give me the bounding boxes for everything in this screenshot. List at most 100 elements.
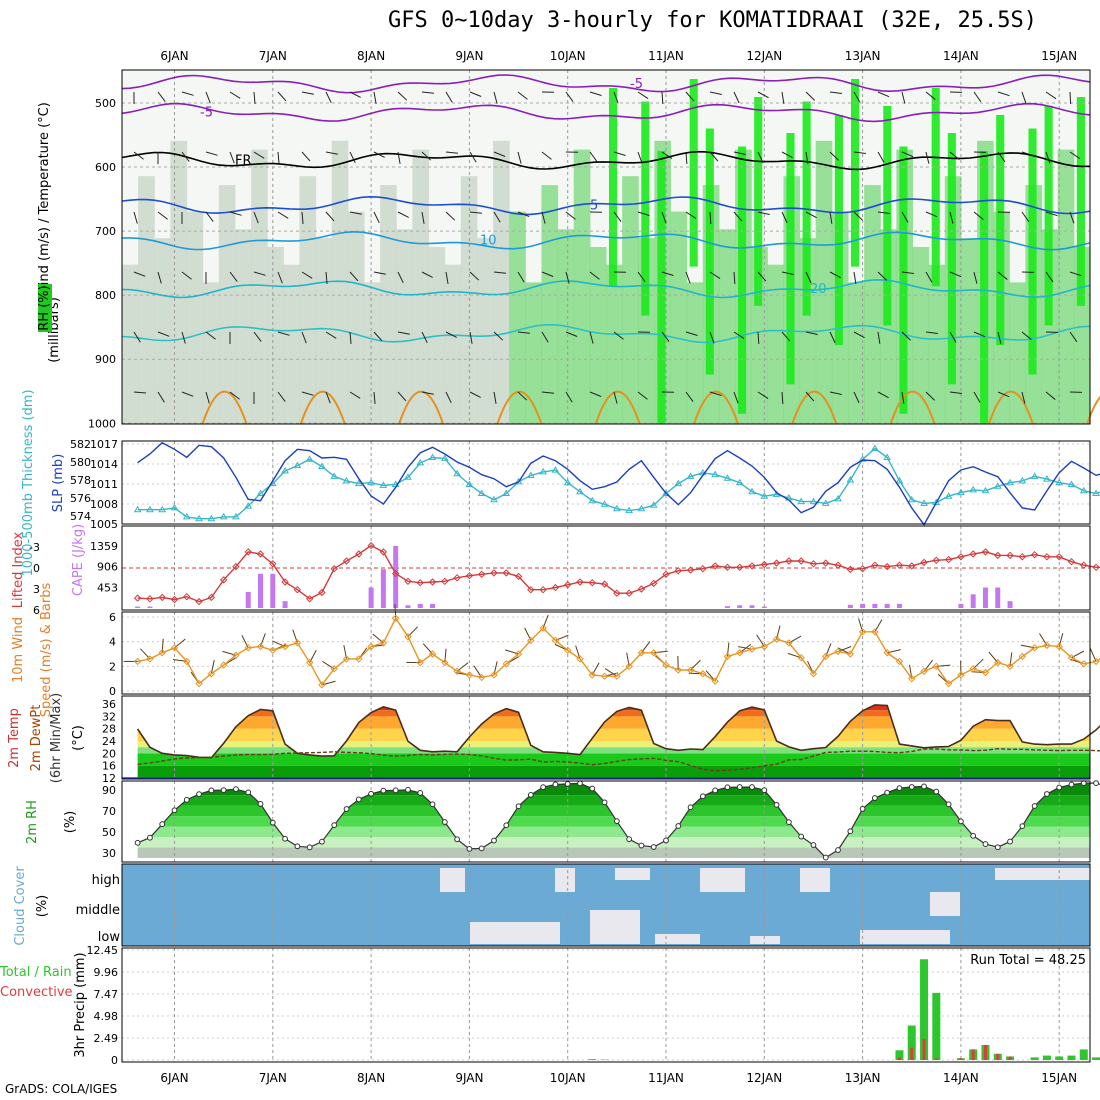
- rh-shading: [186, 211, 204, 424]
- surface-temperature-contour: [496, 390, 543, 425]
- wind-barb: [157, 271, 162, 284]
- cape-bar: [1007, 601, 1013, 608]
- legend-total-rain: Total / Rain: [0, 965, 72, 980]
- dewpoint-line: [137, 747, 1100, 772]
- lifted-index-point: [760, 560, 769, 569]
- rh-tick-label: 90: [102, 784, 116, 797]
- temperature-contour-label: -5: [630, 77, 643, 92]
- wind-barb: [205, 151, 218, 156]
- cape-bar: [245, 592, 251, 608]
- cloud-clear-area: [615, 868, 650, 880]
- wind-barb: [277, 211, 289, 219]
- wind-barb: [493, 271, 506, 274]
- rh-point: [1019, 823, 1026, 829]
- pressure-tick-label: 600: [95, 161, 116, 174]
- lifted-index-point: [772, 559, 781, 567]
- rh-shading: [412, 149, 430, 424]
- wind-barb: [613, 331, 624, 340]
- wind-speed-point: [551, 636, 560, 645]
- date-label-top: 10JAN: [550, 49, 586, 63]
- thickness-point: [477, 489, 486, 496]
- rh-point: [749, 784, 755, 790]
- wind-speed-point: [981, 668, 990, 677]
- wind-barb: [901, 391, 905, 404]
- thickness-point: [158, 505, 167, 513]
- wind-barb: [133, 151, 144, 160]
- rh-point: [626, 836, 633, 843]
- lifted-index-point: [858, 564, 867, 573]
- date-label-top: 12JAN: [746, 49, 782, 63]
- wind-speed-point: [318, 681, 326, 689]
- thickness-point: [342, 476, 351, 484]
- wind-barb: [469, 151, 477, 163]
- wind-speed-point: [207, 670, 216, 678]
- lifted-index-point: [490, 569, 498, 577]
- wind-barb: [493, 151, 506, 157]
- thickness-point: [797, 497, 806, 505]
- lifted-index-point: [539, 585, 547, 594]
- wind-barb: [973, 271, 978, 284]
- lifted-index-point: [797, 557, 805, 565]
- lifted-index-point: [183, 592, 191, 601]
- thickness-point: [170, 503, 179, 511]
- wind-barb: [877, 391, 889, 399]
- wind-speed-point: [477, 673, 486, 682]
- wind-barb: [757, 91, 769, 99]
- thickness-point: [367, 478, 375, 486]
- wind-barb: [181, 271, 192, 280]
- wind-barb: [877, 271, 887, 281]
- wind-barb: [205, 391, 210, 404]
- rh-high-shading: [754, 97, 763, 306]
- wind-speed-point: [1080, 660, 1088, 668]
- ylabel-cloud-pct: (%): [35, 895, 50, 918]
- lifted-index-point: [404, 577, 412, 586]
- thickness-point: [465, 480, 474, 487]
- thickness-point: [293, 461, 302, 469]
- rh-shading: [154, 238, 171, 424]
- wind-barb: [877, 331, 881, 344]
- wind-speed-point: [330, 665, 338, 673]
- rh-point: [773, 801, 780, 808]
- wind-barb: [589, 91, 602, 96]
- wind-speed-point: [895, 657, 904, 666]
- rh-shading: [912, 247, 930, 424]
- wind-barb: [565, 391, 573, 403]
- thickness-point: [416, 458, 425, 466]
- ylabel-rh: RH (%): [37, 285, 52, 330]
- wind-barb: [613, 91, 619, 104]
- temperature-contour: [121, 324, 1091, 344]
- lifted-index-point: [1055, 553, 1063, 561]
- wind-barb: [757, 211, 770, 215]
- rh-shading: [670, 211, 688, 424]
- wind-speed-point: [957, 671, 965, 679]
- thickness-point: [502, 489, 511, 496]
- lifted-index-point: [981, 548, 990, 556]
- lifted-index-point: [318, 588, 326, 597]
- lifted-index-point: [994, 551, 1002, 560]
- wind-speed-point: [133, 657, 142, 666]
- precip-tick-label: 7.47: [94, 988, 119, 1001]
- wind-speed-point: [588, 671, 596, 679]
- wind-barb: [733, 151, 746, 155]
- rh-tick-label: 30: [102, 847, 116, 860]
- wind-barb: [205, 211, 214, 222]
- lifted-index-point: [600, 580, 609, 588]
- precip-convective-bar: [897, 1057, 901, 1060]
- wind-speed-point: [404, 633, 412, 641]
- rh-shading: [444, 264, 462, 424]
- cloud-clear-area: [655, 934, 700, 944]
- wind-barb: [781, 391, 784, 405]
- ylabel-cloud-cover: Cloud Cover: [13, 866, 28, 946]
- thickness-point: [1043, 475, 1051, 482]
- rh-point: [577, 780, 583, 787]
- wind-barb: [973, 91, 982, 103]
- ylabel-2m-dewpt: 2m DewPt: [29, 705, 44, 772]
- rh-shading: [767, 264, 784, 424]
- wind-barb: [541, 391, 554, 394]
- thickness-tick-label: 582: [70, 438, 91, 451]
- wind-barb: [829, 151, 839, 161]
- date-label-bottom: 7JAN: [259, 1071, 287, 1085]
- rh-shading: [396, 229, 413, 424]
- wind-barb: [1045, 271, 1054, 283]
- thickness-point: [944, 492, 953, 499]
